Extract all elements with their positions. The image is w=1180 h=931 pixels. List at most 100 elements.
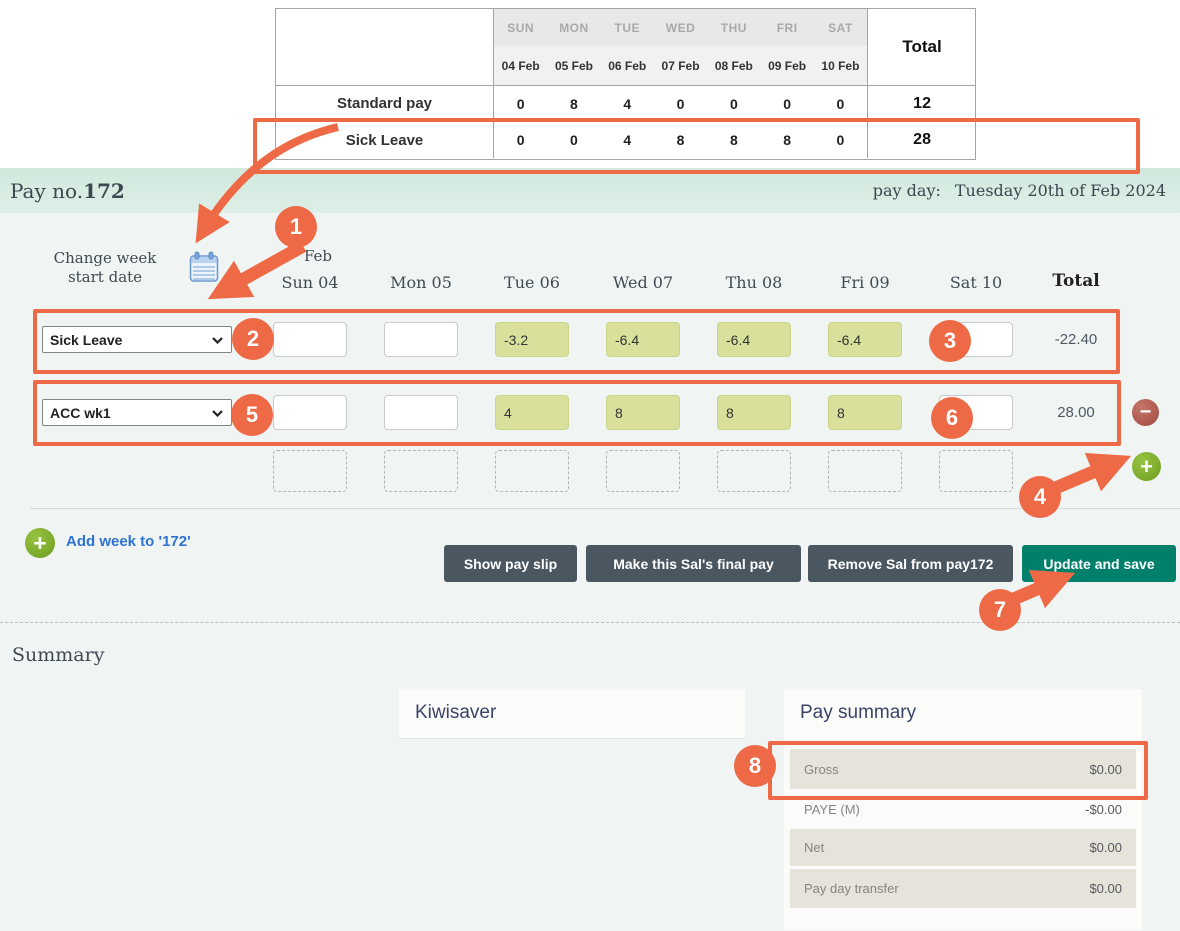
- row1-total: -22.40: [1054, 331, 1098, 348]
- report-date-cell: 07 Feb: [653, 46, 708, 86]
- hours-report-table: SUN MON TUE WED THU FRI SAT Total 04 Feb…: [275, 8, 977, 160]
- pay-type-selected-row2: ACC wk1: [50, 404, 111, 421]
- hours-input-row2-mon[interactable]: [384, 395, 458, 430]
- report-blank-cell: [276, 9, 494, 46]
- day-header-sun: Sun 04: [281, 273, 339, 292]
- pay-day: pay day: Tuesday 20th of Feb 2024: [873, 181, 1180, 200]
- new-row-input-wed[interactable]: [606, 450, 680, 492]
- pay-summary-heading: Pay summary: [800, 702, 917, 723]
- hours-input-row2-tue[interactable]: [495, 395, 569, 430]
- report-row-label: Standard pay: [276, 86, 494, 122]
- pay-number: 172: [83, 178, 125, 203]
- remove-row-button[interactable]: −: [1132, 399, 1159, 426]
- hours-input-row2-fri[interactable]: [828, 395, 902, 430]
- hours-input-row1-thu[interactable]: [717, 322, 791, 357]
- new-row-input-sat[interactable]: [939, 450, 1013, 492]
- plus-icon: +: [33, 530, 47, 556]
- day-header-thu: Thu 08: [725, 273, 783, 292]
- kiwisaver-panel: Kiwisaver: [399, 689, 745, 739]
- hours-input-row2-thu[interactable]: [717, 395, 791, 430]
- report-dayname-cell: FRI: [760, 9, 814, 46]
- report-cell: 0: [494, 86, 548, 122]
- hours-input-row1-sat[interactable]: [939, 322, 1013, 357]
- report-dayname-cell: THU: [707, 9, 761, 46]
- report-date-cell: 06 Feb: [600, 46, 654, 86]
- new-row-input-tue[interactable]: [495, 450, 569, 492]
- hours-input-row2-wed[interactable]: [606, 395, 680, 430]
- divider-line: [30, 508, 1180, 509]
- summary-row-value: $0.00: [1089, 840, 1122, 855]
- report-cell: 0: [836, 132, 845, 148]
- dashed-separator: [0, 622, 1180, 623]
- summary-row-label: Gross: [804, 761, 839, 777]
- report-cell: 0: [760, 86, 814, 122]
- report-cell: 0: [570, 132, 578, 148]
- report-date-cell: 04 Feb: [494, 46, 548, 86]
- report-date-cell: 09 Feb: [760, 46, 814, 86]
- final-pay-button[interactable]: Make this Sal's final pay: [586, 545, 801, 582]
- hours-input-row2-sat[interactable]: [939, 395, 1013, 430]
- calendar-icon[interactable]: [189, 251, 219, 283]
- report-row-label: Sick Leave: [276, 122, 494, 158]
- remove-from-pay-button[interactable]: Remove Sal from pay172: [808, 545, 1013, 582]
- report-cell: 0: [707, 86, 761, 122]
- pay-header-bar: Pay no.172 pay day: Tuesday 20th of Feb 2…: [0, 168, 1180, 213]
- report-dayname-cell: SUN: [494, 9, 548, 46]
- day-header-fri: Fri 09: [840, 273, 890, 292]
- pay-day-value: Tuesday 20th of Feb 2024: [954, 181, 1166, 200]
- add-week-link[interactable]: Add week to '172': [66, 533, 191, 550]
- month-label: Feb: [303, 247, 333, 265]
- pay-day-label: pay day:: [872, 181, 941, 200]
- hours-input-row1-wed[interactable]: [606, 322, 680, 357]
- kiwisaver-heading: Kiwisaver: [415, 702, 497, 723]
- report-dayname-cell: MON: [547, 9, 601, 46]
- pay-title-prefix: Pay no.: [10, 178, 84, 203]
- editor-total-header: Total: [1052, 271, 1100, 291]
- change-week-start-date-label: Change week start date: [38, 249, 172, 287]
- report-blank-cell: [276, 46, 494, 86]
- summary-row-value: -$0.00: [1085, 802, 1122, 817]
- day-header-mon: Mon 05: [390, 273, 452, 292]
- update-and-save-button[interactable]: Update and save: [1022, 545, 1176, 582]
- day-header-sat: Sat 10: [949, 273, 1003, 292]
- summary-row-payday-transfer: Pay day transfer $0.00: [790, 869, 1136, 908]
- summary-row-label: PAYE (M): [804, 802, 860, 817]
- hours-input-row1-mon[interactable]: [384, 322, 458, 357]
- pay-type-select-row2[interactable]: ACC wk1: [42, 399, 232, 426]
- hours-input-row1-fri[interactable]: [828, 322, 902, 357]
- report-cell: 8: [676, 132, 685, 148]
- pay-type-selected-row1: Sick Leave: [50, 331, 123, 348]
- row2-total: 28.00: [1057, 404, 1095, 421]
- report-dayname-cell: TUE: [600, 9, 654, 46]
- show-pay-slip-button[interactable]: Show pay slip: [444, 545, 577, 582]
- chevron-down-icon: [212, 337, 223, 344]
- report-cell: 8: [547, 86, 601, 122]
- report-cell: 8: [783, 132, 792, 148]
- pay-type-select-row1[interactable]: Sick Leave: [42, 326, 232, 353]
- hours-input-row1-tue[interactable]: [495, 322, 569, 357]
- add-week-button[interactable]: +: [25, 528, 55, 558]
- new-row-input-fri[interactable]: [828, 450, 902, 492]
- report-cell: 8: [729, 132, 738, 148]
- change-week-line2: start date: [67, 268, 143, 286]
- add-row-button[interactable]: +: [1132, 452, 1161, 481]
- report-cell: 0: [653, 86, 708, 122]
- day-header-wed: Wed 07: [612, 273, 674, 292]
- new-row-input-sun[interactable]: [273, 450, 347, 492]
- hours-input-row1-sun[interactable]: [273, 322, 347, 357]
- pay-number-title: Pay no.172: [0, 179, 125, 203]
- new-row-input-mon[interactable]: [384, 450, 458, 492]
- report-dayname-cell: SAT: [813, 9, 868, 46]
- summary-row-label: Net: [804, 840, 825, 855]
- report-date-cell: 10 Feb: [813, 46, 868, 86]
- day-header-tue: Tue 06: [504, 273, 560, 292]
- change-week-line1: Change week: [53, 249, 157, 267]
- hours-input-row2-sun[interactable]: [273, 395, 347, 430]
- new-row-input-thu[interactable]: [717, 450, 791, 492]
- report-cell: 4: [623, 132, 632, 148]
- report-date-cell: 05 Feb: [547, 46, 601, 86]
- report-total-header: Total: [867, 9, 977, 86]
- summary-row-value: $0.00: [1089, 881, 1122, 896]
- summary-row-label: Pay day transfer: [804, 881, 899, 896]
